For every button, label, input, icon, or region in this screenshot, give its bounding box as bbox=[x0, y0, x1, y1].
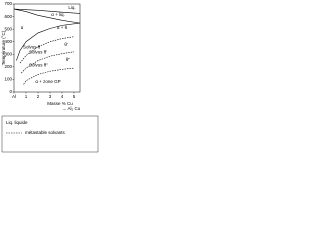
x-end-label: → Al₂ Cu bbox=[62, 106, 81, 111]
plot-frame bbox=[13, 3, 81, 93]
y-tick-label: 300 bbox=[4, 51, 12, 56]
region-label: α + liq. bbox=[51, 12, 64, 17]
region-label: θ' bbox=[64, 42, 68, 47]
legend-box bbox=[1, 115, 99, 153]
region-label: θ'' bbox=[66, 57, 70, 62]
y-tick-label: 0 bbox=[9, 89, 12, 94]
region-label: Liq. bbox=[68, 5, 75, 10]
curve bbox=[13, 8, 81, 24]
x-tick-label: 1 bbox=[25, 94, 28, 99]
region-label: α + zone GP bbox=[35, 79, 60, 84]
y-tick-label: 100 bbox=[4, 77, 12, 82]
x-tick-label: Al bbox=[12, 94, 16, 99]
curve bbox=[20, 51, 75, 74]
curve bbox=[13, 8, 81, 14]
curve-label: Solvus θ' bbox=[29, 50, 47, 55]
legend-label: Liq. liquide bbox=[6, 120, 28, 125]
chart: Température (°C) Masse % Cu → Al₂ Cu 0 10… bbox=[1, 1, 99, 153]
curve bbox=[23, 67, 75, 85]
curve bbox=[19, 36, 75, 64]
legend-label: métastable solvants bbox=[25, 130, 66, 135]
curve-label: Solvus θ'' bbox=[29, 62, 48, 67]
y-tick-label: 700 bbox=[4, 1, 12, 6]
y-tick-label: 500 bbox=[4, 26, 12, 31]
y-tick-label: 600 bbox=[4, 14, 12, 19]
x-tick-label: 2 bbox=[37, 94, 40, 99]
region-label: α + θ bbox=[57, 25, 68, 30]
region-label: α bbox=[21, 25, 24, 30]
curve bbox=[16, 22, 81, 61]
curve-label: Solvus θ bbox=[23, 45, 41, 50]
x-axis-label: Masse % Cu bbox=[47, 101, 73, 106]
x-tick-label: 5 bbox=[73, 94, 76, 99]
y-axis-label: Température (°C) bbox=[1, 30, 6, 65]
y-tick-label: 200 bbox=[4, 64, 12, 69]
x-tick-label: 4 bbox=[61, 94, 64, 99]
x-tick-label: 3 bbox=[49, 94, 52, 99]
y-tick-label: 400 bbox=[4, 39, 12, 44]
